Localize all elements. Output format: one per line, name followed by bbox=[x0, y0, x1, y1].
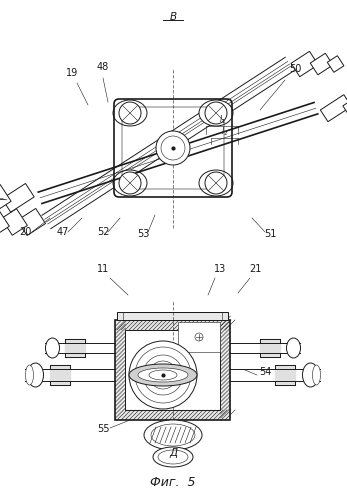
Ellipse shape bbox=[158, 450, 188, 464]
Text: 55: 55 bbox=[97, 424, 109, 434]
Circle shape bbox=[119, 102, 141, 124]
Ellipse shape bbox=[199, 100, 233, 126]
Polygon shape bbox=[0, 184, 11, 211]
Text: $l_2$: $l_2$ bbox=[221, 125, 229, 138]
Ellipse shape bbox=[287, 338, 301, 358]
Text: 13: 13 bbox=[214, 264, 226, 274]
Ellipse shape bbox=[113, 100, 147, 126]
Text: 53: 53 bbox=[137, 229, 149, 239]
Circle shape bbox=[149, 361, 177, 389]
Circle shape bbox=[205, 102, 227, 124]
Circle shape bbox=[143, 355, 183, 395]
Polygon shape bbox=[310, 54, 333, 75]
Text: Фиг.  5: Фиг. 5 bbox=[150, 476, 196, 490]
Ellipse shape bbox=[27, 363, 43, 387]
Circle shape bbox=[205, 172, 227, 194]
Text: 54: 54 bbox=[259, 367, 271, 377]
Bar bbox=[126, 330, 220, 410]
Polygon shape bbox=[0, 211, 9, 233]
Circle shape bbox=[129, 341, 197, 409]
Ellipse shape bbox=[313, 365, 321, 385]
Polygon shape bbox=[17, 208, 45, 236]
Bar bbox=[116, 320, 230, 420]
Circle shape bbox=[161, 136, 185, 160]
Text: Д: Д bbox=[169, 448, 177, 458]
Circle shape bbox=[135, 347, 191, 403]
Bar bbox=[178, 322, 220, 352]
Text: 50: 50 bbox=[289, 64, 301, 74]
Text: $l_1$: $l_1$ bbox=[219, 113, 226, 126]
Text: 21: 21 bbox=[249, 264, 261, 274]
Text: В: В bbox=[169, 12, 177, 22]
Polygon shape bbox=[327, 56, 344, 72]
Polygon shape bbox=[320, 94, 347, 122]
Text: 19: 19 bbox=[66, 68, 78, 78]
Ellipse shape bbox=[199, 170, 233, 196]
Polygon shape bbox=[343, 97, 347, 120]
Text: 47: 47 bbox=[57, 227, 69, 237]
Text: 52: 52 bbox=[97, 227, 109, 237]
Circle shape bbox=[156, 131, 190, 165]
Text: 11: 11 bbox=[97, 264, 109, 274]
Text: 20: 20 bbox=[19, 227, 31, 237]
Ellipse shape bbox=[113, 170, 147, 196]
Ellipse shape bbox=[138, 368, 188, 382]
Text: 51: 51 bbox=[264, 229, 276, 239]
Ellipse shape bbox=[303, 363, 319, 387]
Polygon shape bbox=[2, 184, 34, 212]
Ellipse shape bbox=[25, 365, 34, 385]
Ellipse shape bbox=[149, 370, 177, 380]
Ellipse shape bbox=[151, 424, 195, 446]
Circle shape bbox=[155, 367, 171, 383]
Ellipse shape bbox=[153, 447, 193, 467]
Circle shape bbox=[119, 172, 141, 194]
Ellipse shape bbox=[144, 420, 202, 450]
Polygon shape bbox=[291, 52, 318, 76]
Ellipse shape bbox=[45, 338, 59, 358]
Polygon shape bbox=[1, 208, 27, 236]
Text: 48: 48 bbox=[97, 62, 109, 72]
Bar bbox=[118, 312, 229, 320]
Bar bbox=[124, 312, 222, 320]
Ellipse shape bbox=[129, 364, 197, 386]
